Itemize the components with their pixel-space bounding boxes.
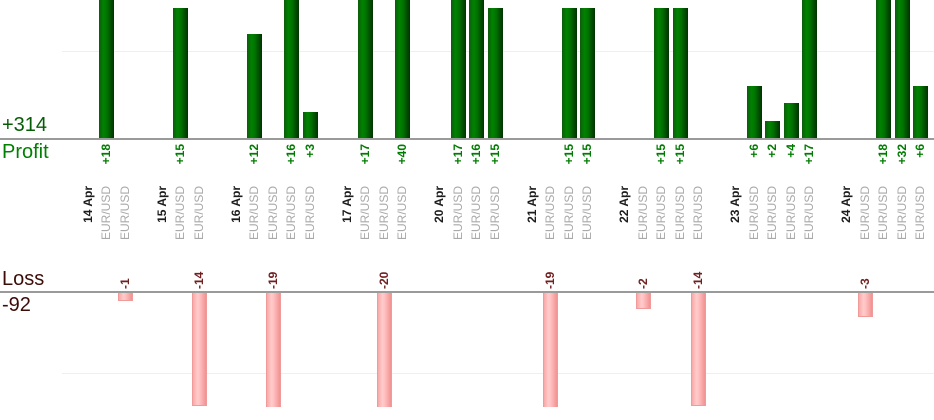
profit-bar <box>450 0 466 138</box>
loss-bar <box>857 293 873 318</box>
loss-axis-title: Loss <box>2 268 45 290</box>
profit-value-label: +12 <box>247 144 262 165</box>
loss-bar <box>635 293 651 310</box>
profit-bar <box>358 0 374 138</box>
profit-bar <box>284 0 300 138</box>
loss-bar <box>691 293 707 406</box>
loss-value-label: -19 <box>265 271 280 289</box>
loss-axis-line <box>0 291 934 293</box>
profit-value-label: +15 <box>173 144 188 165</box>
profit-bar <box>561 7 577 138</box>
profit-value-label: +15 <box>561 144 576 165</box>
profit-value-label: +16 <box>284 144 299 165</box>
profit-bar <box>783 103 799 138</box>
profit-value-label: +18 <box>876 144 891 165</box>
loss-value-label: -14 <box>691 271 706 289</box>
profit-bar <box>469 0 485 138</box>
profit-bar <box>746 85 762 138</box>
loss-value-label: -1 <box>117 278 132 289</box>
profit-value-label: +40 <box>395 144 410 165</box>
profit-value-label: +15 <box>654 144 669 165</box>
profit-value-label: +4 <box>783 144 798 158</box>
date-label: 14 Apr <box>80 186 95 223</box>
profit-bar <box>99 0 115 138</box>
profit-axis-line <box>0 138 934 140</box>
profit-value-label: +2 <box>765 144 780 158</box>
profit-value-label: +15 <box>580 144 595 165</box>
profit-value-label: +3 <box>302 144 317 158</box>
loss-bar <box>265 293 281 407</box>
profit-value-label: +15 <box>672 144 687 165</box>
date-label: 17 Apr <box>339 186 354 223</box>
loss-value-label: -3 <box>857 278 872 289</box>
profit-value-label: +6 <box>746 144 761 158</box>
profit-bar <box>173 7 189 138</box>
date-label: 23 Apr <box>728 186 743 223</box>
profit-value-label: +6 <box>913 144 928 158</box>
loss-total-label: -92 <box>2 294 31 316</box>
date-label: 22 Apr <box>617 186 632 223</box>
profit-bar <box>247 33 263 138</box>
profit-bar <box>765 120 781 138</box>
loss-bar <box>543 293 559 407</box>
profit-bar <box>913 85 929 138</box>
profit-axis-title: Profit <box>2 141 49 163</box>
loss-bar <box>117 293 133 302</box>
loss-value-label: -20 <box>376 271 391 289</box>
date-label: 21 Apr <box>524 186 539 223</box>
profit-value-label: +18 <box>99 144 114 165</box>
profit-bar <box>894 0 910 138</box>
profit-bar <box>580 7 596 138</box>
profit-value-label: +17 <box>358 144 373 165</box>
profit-value-label: +15 <box>487 144 502 165</box>
profit-bar <box>487 7 503 138</box>
profit-bar <box>672 7 688 138</box>
loss-bar <box>376 293 392 407</box>
loss-value-label: -19 <box>543 271 558 289</box>
loss-bar <box>191 293 207 406</box>
profit-bar <box>876 0 892 138</box>
loss-value-label: -2 <box>635 278 650 289</box>
profit-value-label: +17 <box>450 144 465 165</box>
date-label: 16 Apr <box>228 186 243 223</box>
profit-total-label: +314 <box>2 114 48 136</box>
loss-gridline <box>62 373 934 374</box>
profit-bar <box>395 0 411 138</box>
profit-bar <box>302 111 318 138</box>
loss-value-label: -14 <box>191 271 206 289</box>
date-label: 24 Apr <box>839 186 854 223</box>
profit-bar <box>802 0 818 138</box>
profit-value-label: +32 <box>894 144 909 165</box>
profit-value-label: +17 <box>802 144 817 165</box>
profit-value-label: +16 <box>469 144 484 165</box>
date-label: 20 Apr <box>432 186 447 223</box>
date-label: 15 Apr <box>154 186 169 223</box>
profit-bar <box>654 7 670 138</box>
